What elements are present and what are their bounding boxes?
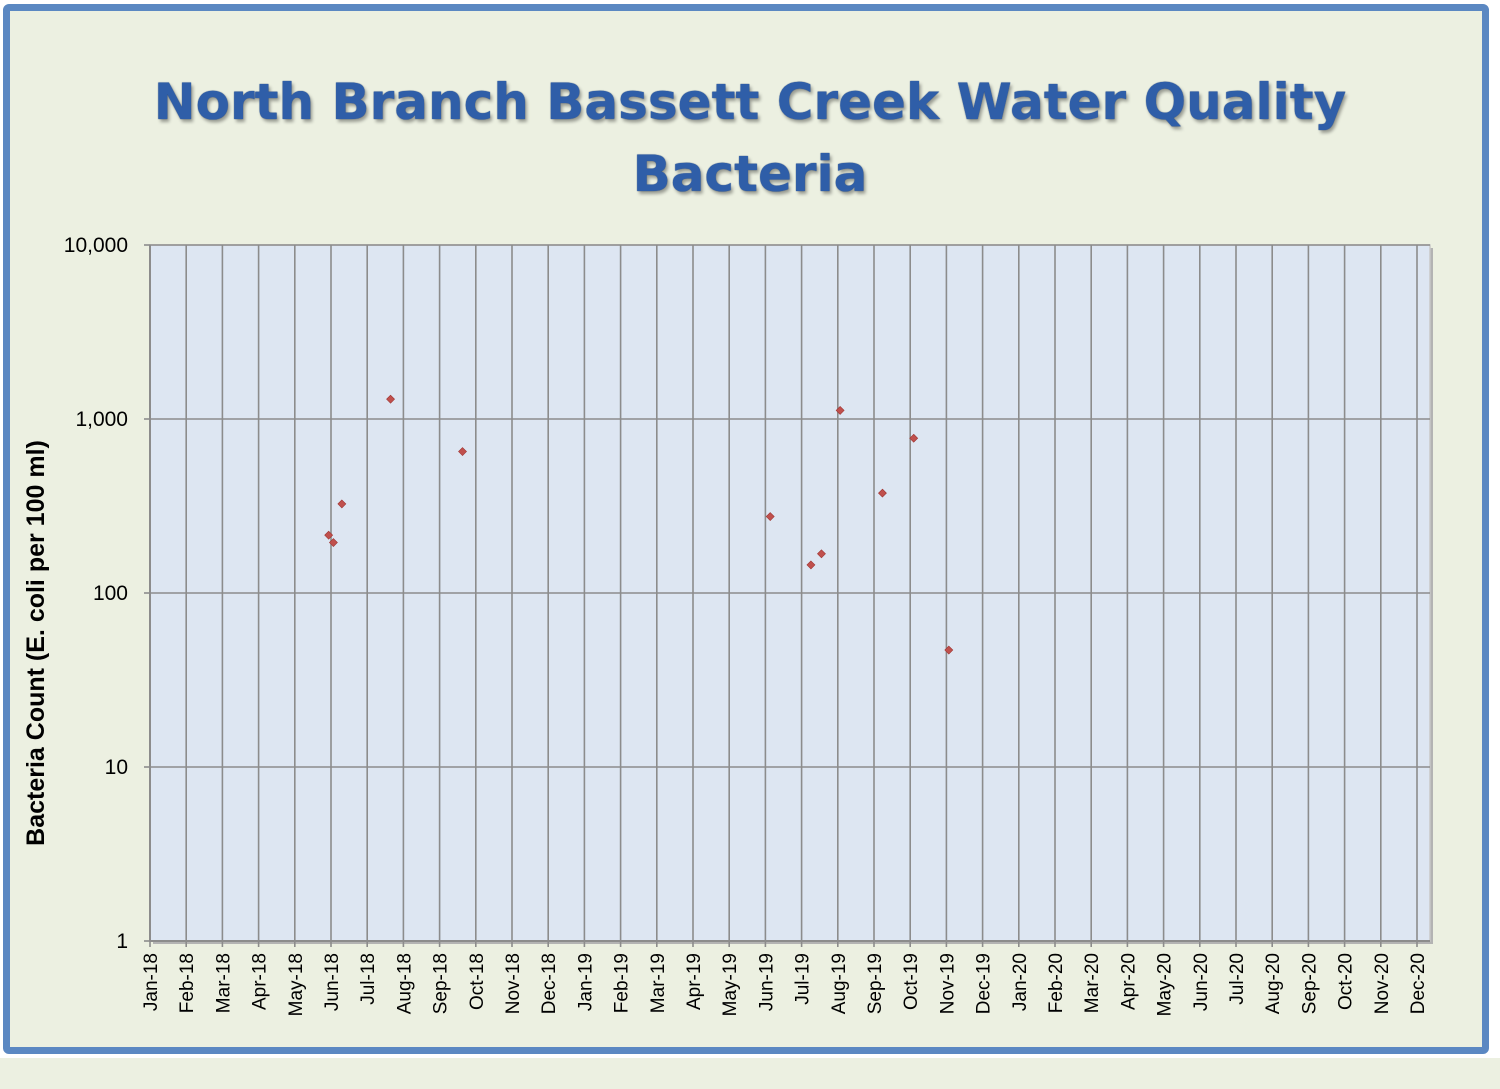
data-point — [835, 406, 845, 415]
x-tick-label: Sep-19 — [865, 953, 886, 1014]
x-tick-label: May-18 — [286, 953, 307, 1016]
y-axis-title: Bacteria Count (E. coli per 100 ml) — [22, 440, 50, 846]
chart-bottom-strip — [0, 1058, 1500, 1089]
x-tick-label: Jul-20 — [1227, 953, 1248, 1005]
x-tick-label: Nov-19 — [937, 953, 958, 1014]
x-tick-label: Feb-19 — [612, 953, 633, 1013]
chart-title-line-1: North Branch Bassett Creek Water Quality — [153, 73, 1347, 131]
data-point — [944, 645, 954, 655]
y-tick-label: 100 — [93, 582, 128, 605]
x-tick-label: Oct-18 — [467, 953, 488, 1010]
y-tick-label: 1 — [116, 930, 128, 953]
y-tick-label: 10,000 — [64, 234, 128, 257]
x-tick-label: Sep-20 — [1299, 953, 1320, 1014]
x-tick-label: Jan-20 — [1010, 953, 1031, 1011]
x-tick-label: Apr-18 — [250, 953, 271, 1010]
x-tick-label: Jan-19 — [575, 953, 596, 1011]
data-point — [328, 538, 338, 547]
x-tick-label: Feb-18 — [177, 953, 198, 1013]
x-tick-label: Mar-19 — [648, 953, 669, 1013]
x-tick-label: Mar-20 — [1082, 953, 1103, 1013]
x-tick-label: May-19 — [720, 953, 741, 1016]
data-point — [458, 447, 467, 456]
x-tick-label: Dec-19 — [974, 953, 995, 1014]
data-point — [817, 549, 826, 559]
x-tick-label: Aug-18 — [394, 953, 415, 1014]
x-tick-label: Jul-19 — [793, 953, 814, 1005]
x-tick-label: Oct-20 — [1336, 953, 1357, 1010]
x-tick-label: Dec-18 — [539, 953, 560, 1014]
x-tick-label: Nov-18 — [503, 953, 524, 1014]
data-point — [909, 433, 919, 443]
x-tick-label: Nov-20 — [1372, 953, 1393, 1014]
x-tick-label: Jun-20 — [1191, 953, 1212, 1011]
x-tick-label: Aug-20 — [1263, 953, 1284, 1014]
chart-title: North Branch Bassett Creek Water Quality… — [20, 66, 1480, 210]
data-point — [337, 499, 347, 509]
data-point — [878, 488, 887, 498]
y-tick-label: 10 — [105, 756, 128, 779]
x-tick-label: Dec-20 — [1408, 953, 1429, 1014]
x-tick-label: Jan-18 — [141, 953, 162, 1011]
x-tick-label: Jul-18 — [358, 953, 379, 1005]
data-point — [806, 560, 816, 570]
data-point — [386, 394, 395, 404]
data-point — [765, 512, 775, 521]
x-tick-label: Oct-19 — [901, 953, 922, 1010]
x-tick-label: Apr-19 — [684, 953, 705, 1010]
x-tick-label: Jun-19 — [756, 953, 777, 1011]
x-tick-label: Apr-20 — [1118, 953, 1139, 1010]
y-tick-label: 1,000 — [75, 408, 128, 431]
x-tick-label: Aug-19 — [829, 953, 850, 1014]
x-tick-label: Sep-18 — [431, 953, 452, 1014]
x-tick-label: Jun-18 — [322, 953, 343, 1011]
x-tick-label: May-20 — [1155, 953, 1176, 1016]
x-tick-label: Mar-18 — [213, 953, 234, 1013]
x-tick-label: Feb-20 — [1046, 953, 1067, 1013]
chart-title-line-2: Bacteria — [632, 145, 868, 203]
data-point — [324, 530, 334, 540]
